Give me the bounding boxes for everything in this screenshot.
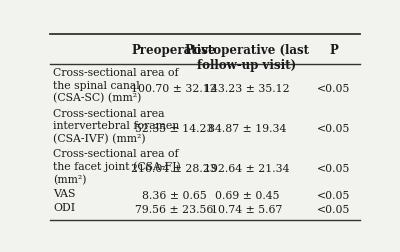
Text: 52.35 ± 14.23: 52.35 ± 14.23 <box>135 123 213 133</box>
Text: 10.74 ± 5.67: 10.74 ± 5.67 <box>211 204 282 214</box>
Text: Preoperative: Preoperative <box>132 44 216 57</box>
Text: Cross-sectional area
intervertebral foramen
(CSA-IVF) (mm²): Cross-sectional area intervertebral fora… <box>53 108 179 143</box>
Text: VAS: VAS <box>53 189 76 199</box>
Text: 8.36 ± 0.65: 8.36 ± 0.65 <box>142 191 206 200</box>
Text: 192.64 ± 21.34: 192.64 ± 21.34 <box>204 164 290 174</box>
Text: 84.87 ± 19.34: 84.87 ± 19.34 <box>208 123 286 133</box>
Text: <0.05: <0.05 <box>317 164 350 174</box>
Text: 143.23 ± 35.12: 143.23 ± 35.12 <box>204 83 290 93</box>
Text: 216.04 ± 28.23: 216.04 ± 28.23 <box>131 164 217 174</box>
Text: Postoperative (last
follow-up visit): Postoperative (last follow-up visit) <box>185 44 309 72</box>
Text: <0.05: <0.05 <box>317 83 350 93</box>
Text: 79.56 ± 23.56: 79.56 ± 23.56 <box>135 204 213 214</box>
Text: P: P <box>329 44 338 57</box>
Text: 0.69 ± 0.45: 0.69 ± 0.45 <box>214 191 279 200</box>
Text: <0.05: <0.05 <box>317 191 350 200</box>
Text: Cross-sectional area of
the spinal canal
(CSA-SC) (mm²): Cross-sectional area of the spinal canal… <box>53 68 179 103</box>
Text: 100.70 ± 32.12: 100.70 ± 32.12 <box>131 83 217 93</box>
Text: ODI: ODI <box>53 202 75 212</box>
Text: <0.05: <0.05 <box>317 204 350 214</box>
Text: Cross-sectional area of
the facet joint (CSA-FJ)
(mm²): Cross-sectional area of the facet joint … <box>53 148 181 184</box>
Text: <0.05: <0.05 <box>317 123 350 133</box>
